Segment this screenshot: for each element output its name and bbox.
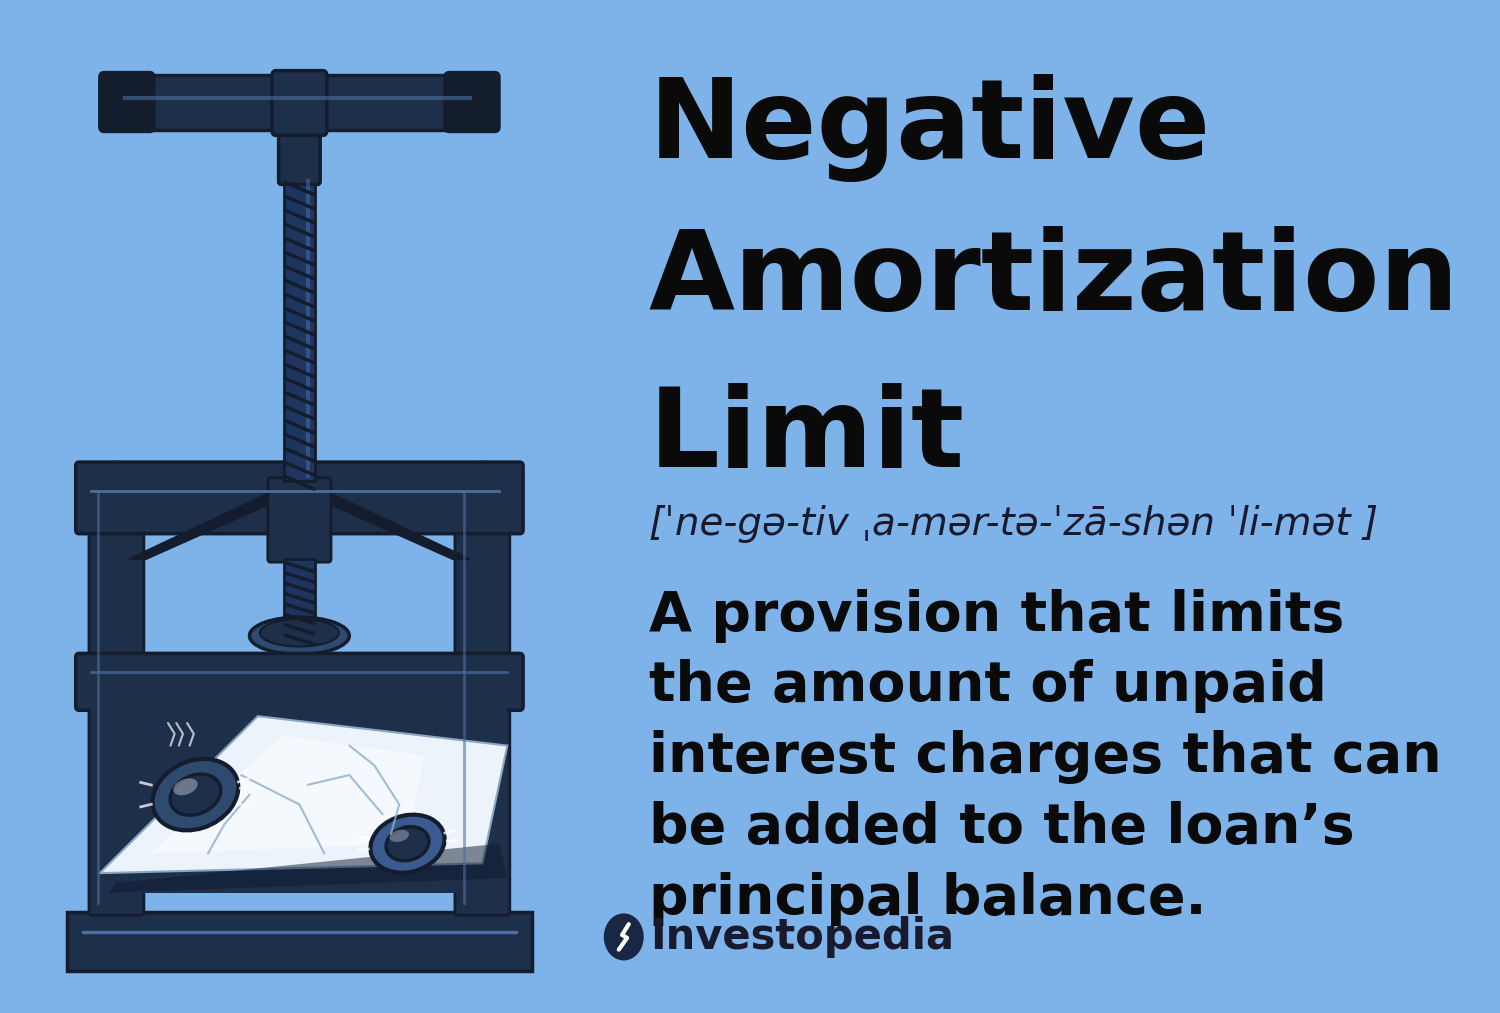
FancyBboxPatch shape — [279, 85, 320, 184]
Ellipse shape — [249, 617, 350, 654]
Text: [ˈne-gə-tiv ˌa-mər-tə-ˈzā-shən ˈli-mət ]: [ˈne-gə-tiv ˌa-mər-tə-ˈzā-shən ˈli-mət ] — [648, 505, 1378, 543]
FancyBboxPatch shape — [284, 176, 315, 481]
FancyBboxPatch shape — [104, 76, 495, 131]
Ellipse shape — [170, 774, 220, 815]
Text: Negative: Negative — [648, 74, 1210, 181]
Text: Investopedia: Investopedia — [651, 916, 954, 958]
FancyBboxPatch shape — [75, 653, 524, 710]
FancyBboxPatch shape — [88, 478, 144, 916]
FancyBboxPatch shape — [284, 559, 315, 638]
Text: Amortization: Amortization — [648, 226, 1460, 332]
Circle shape — [604, 914, 644, 960]
Text: A provision that limits
the amount of unpaid
interest charges that can
be added : A provision that limits the amount of un… — [648, 589, 1442, 926]
FancyBboxPatch shape — [92, 706, 507, 892]
Ellipse shape — [386, 827, 429, 861]
Ellipse shape — [453, 462, 513, 499]
Polygon shape — [108, 844, 507, 892]
Polygon shape — [129, 490, 300, 559]
Polygon shape — [300, 490, 470, 559]
FancyBboxPatch shape — [454, 478, 510, 916]
Ellipse shape — [390, 830, 410, 842]
FancyBboxPatch shape — [75, 462, 524, 534]
Ellipse shape — [87, 462, 147, 499]
Ellipse shape — [462, 464, 503, 489]
Ellipse shape — [153, 759, 238, 831]
Ellipse shape — [174, 778, 198, 795]
FancyBboxPatch shape — [100, 73, 154, 132]
Polygon shape — [66, 913, 532, 971]
FancyBboxPatch shape — [268, 478, 332, 562]
Ellipse shape — [96, 464, 136, 489]
Text: Limit: Limit — [648, 383, 964, 489]
Ellipse shape — [370, 814, 444, 873]
FancyBboxPatch shape — [272, 71, 327, 136]
Polygon shape — [150, 735, 424, 854]
Polygon shape — [100, 716, 507, 873]
Ellipse shape — [260, 619, 339, 646]
FancyBboxPatch shape — [446, 73, 500, 132]
